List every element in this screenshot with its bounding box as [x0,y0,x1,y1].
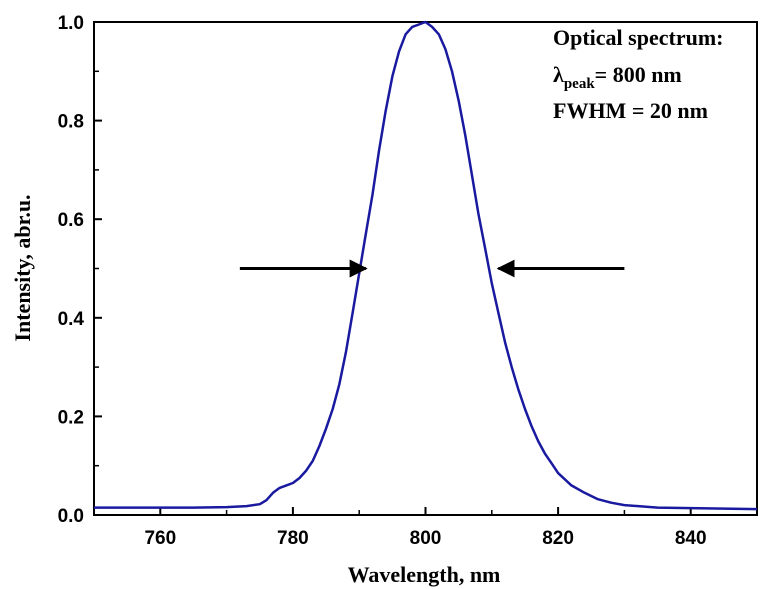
plot-border [93,21,758,516]
x-tick-label: 780 [277,528,309,549]
x-axis-ticks: 760 780 800 820 840 [93,507,758,549]
annotation-peak: λpeak= 800 nm [553,62,682,92]
lambda-subscript: peak [564,76,596,92]
lambda-value: = 800 nm [595,62,682,87]
spectrum-line [94,20,758,511]
lambda-symbol: λ [553,62,564,87]
annotation-title: Optical spectrum: [553,25,723,50]
y-tick-label: 0.8 [58,112,84,133]
x-tick-label: 800 [410,528,442,549]
y-tick-label: 0.6 [58,210,84,231]
x-axis-title: Wavelength, nm [348,562,501,587]
y-tick-label: 0.4 [58,309,85,330]
annotation-box: Optical spectrum: λpeak= 800 nm FWHM = 2… [553,25,723,123]
x-tick-label: 840 [675,528,707,549]
y-tick-label: 0.0 [58,506,84,527]
y-axis-ticks: 0.0 0.2 0.4 0.6 0.8 1.0 [58,13,102,527]
y-axis-title: Intensity, abr.u. [10,194,35,341]
plot-frame [93,21,758,516]
x-tick-label: 760 [144,528,176,549]
y-tick-label: 0.2 [58,407,84,428]
series-layer [94,20,758,511]
annotation-fwhm: FWHM = 20 nm [553,98,708,123]
y-tick-label: 1.0 [58,13,84,34]
x-tick-label: 820 [542,528,574,549]
